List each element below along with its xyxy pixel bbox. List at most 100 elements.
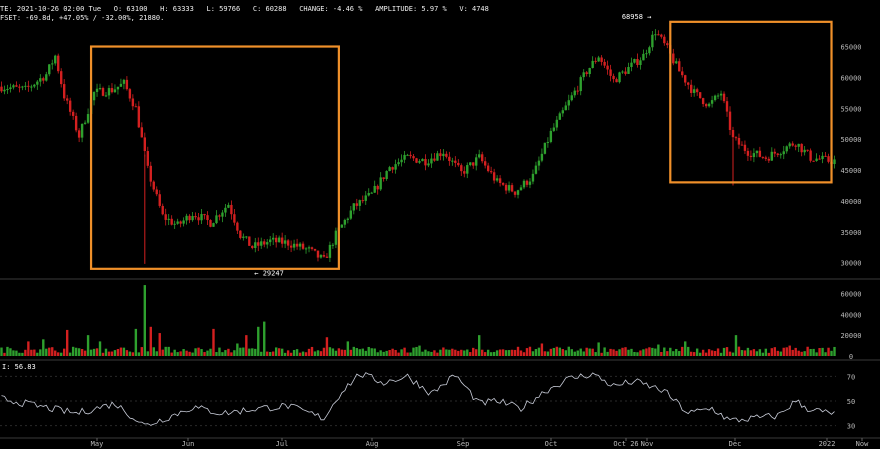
volume-bar [98,341,102,356]
candle-body [725,101,729,112]
volume-bar [418,345,421,356]
candle-body [773,151,776,154]
volume-bar [821,347,824,356]
candle-body [173,223,176,225]
candle-body [704,104,708,107]
volume-bar [761,352,765,356]
candle-body [788,143,791,147]
candle-body [271,237,275,240]
candle-body [615,79,618,83]
candle-body [397,162,400,165]
candle-body [80,123,84,138]
candle-body [254,242,257,249]
volume-bar [567,346,570,356]
volume-bar [472,347,475,356]
volume-bar [15,350,18,356]
candle-body [722,93,726,102]
candle-body [516,190,520,195]
volume-bar [573,351,576,356]
volume-bar [815,352,818,356]
candle-body [361,200,364,202]
volume-bar [194,348,197,356]
candle-body [654,34,657,36]
volume-bar [212,328,215,356]
candle-body [224,207,227,213]
candle-body [230,204,233,215]
volume-bar [280,348,284,356]
candle-body [681,71,684,76]
candle-body [713,95,717,101]
candle-body [454,160,457,163]
candle-body [510,185,514,192]
volume-bar [516,346,520,356]
price-tick-label: 40000 [840,198,861,206]
candle-body [522,180,526,188]
candle-body [319,255,323,258]
candle-body [412,156,415,159]
candle-body [33,84,36,87]
volume-bar [385,350,388,356]
low-price-label: ← 29247 [254,269,284,277]
volume-bar [125,350,129,356]
candle-body [507,185,511,191]
candle-body [45,74,48,81]
volume-bar [403,347,406,356]
candle-body [352,203,356,211]
candle-body [445,153,448,157]
volume-bar [824,352,827,356]
candle-body [206,215,209,221]
volume-bar [188,351,191,356]
candle-body [176,221,179,224]
candle-body [606,65,609,70]
candle-body [585,72,588,75]
volume-bar [0,347,3,356]
volume-bar [612,349,615,356]
candle-body [770,151,774,161]
volume-bar [361,348,364,356]
candle-body [424,158,427,166]
candle-body [277,237,281,243]
candle-body [263,241,266,245]
candle-body [519,187,523,191]
candle-body [597,57,600,62]
candle-body [803,149,806,153]
volume-bar [18,352,21,356]
volume-bar [445,349,448,356]
candle-body [531,173,535,182]
volume-bar [182,349,185,356]
volume-bar [286,350,290,356]
volume-bar [298,352,302,356]
volume-bar [140,347,144,356]
volume-bar [794,347,797,356]
candle-body [636,58,639,65]
candle-body [149,165,152,182]
candle-body [101,88,105,96]
grid [0,278,880,439]
candle-body [779,154,782,156]
volume-bar [263,321,266,356]
candle-body [182,220,185,224]
candle-body [433,158,436,161]
candle-body [71,111,75,116]
volume-bar [627,349,630,356]
volume-bar [460,349,463,356]
volume-bar [260,351,263,356]
candle-body [824,155,827,157]
candle-body [155,189,158,195]
candle-body [161,205,164,215]
volume-bar [758,349,762,356]
volume-bar [704,352,708,356]
volume-bar [77,348,81,356]
volume-bar [669,347,672,356]
candle-body [215,215,218,224]
candle-body [821,155,824,160]
candle-body [343,219,347,225]
candle-body [131,98,135,107]
volume-bar [179,351,182,356]
volume-bar [92,348,96,356]
candle-body [758,150,762,157]
candle-body [421,158,424,162]
candle-body [394,164,397,170]
candle-body [731,129,735,138]
